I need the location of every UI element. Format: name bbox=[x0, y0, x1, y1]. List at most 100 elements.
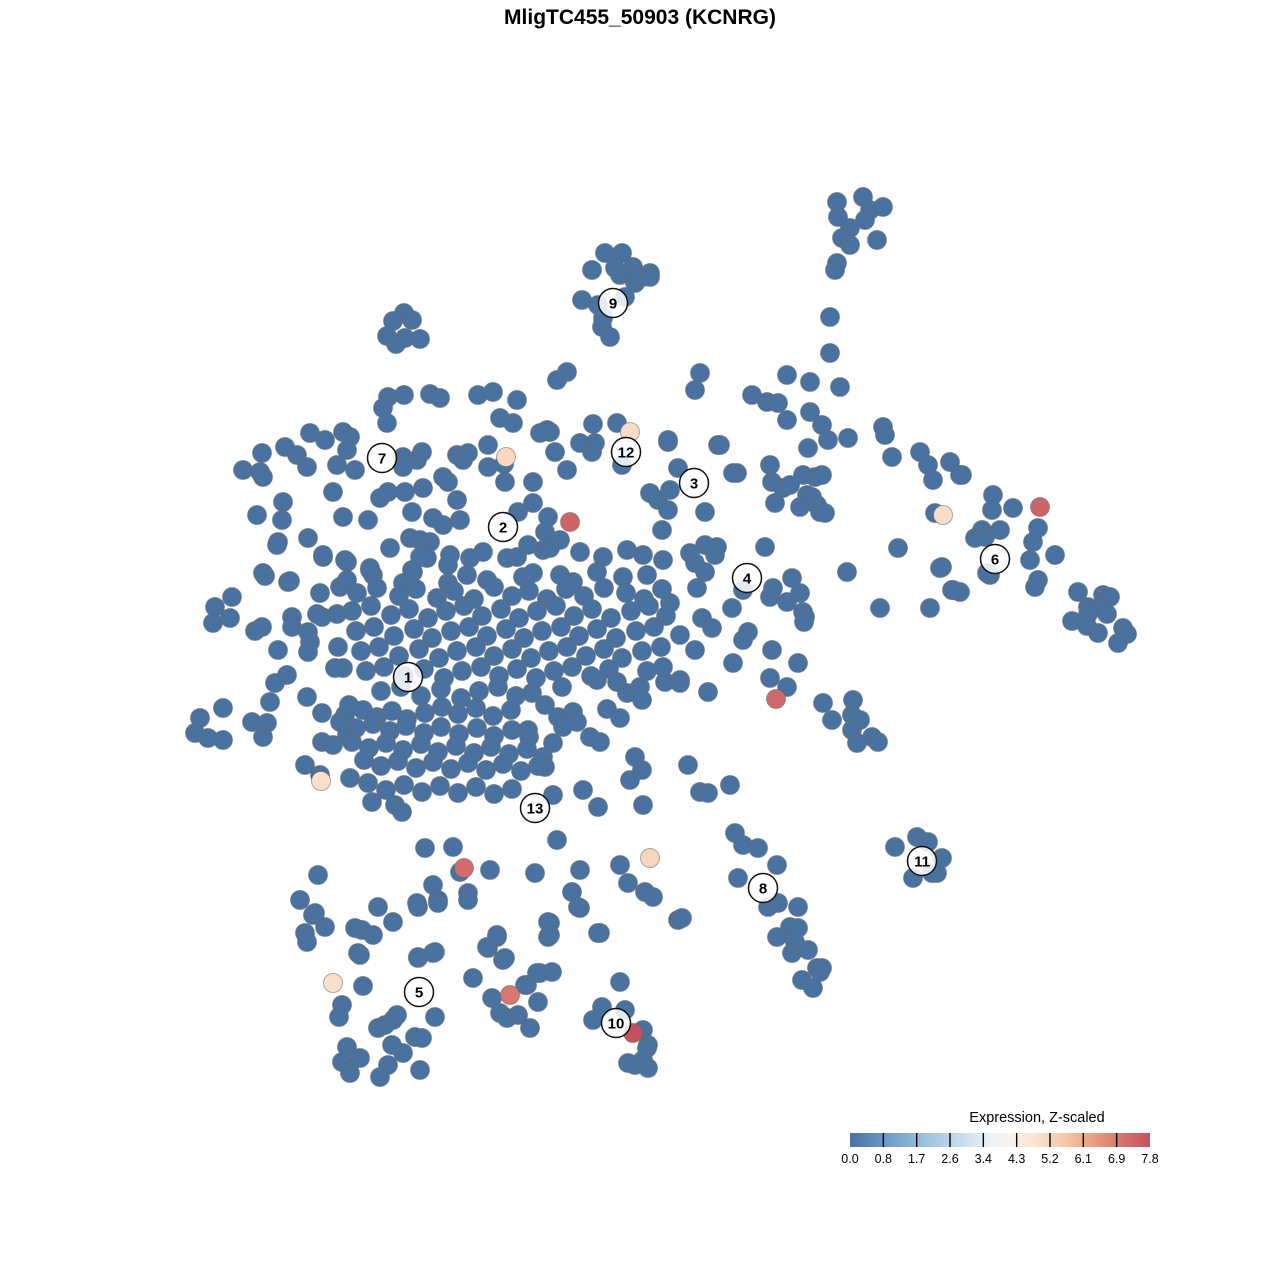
data-point bbox=[525, 863, 545, 883]
cluster-label-text: 9 bbox=[609, 295, 617, 312]
data-point bbox=[626, 621, 646, 641]
data-point bbox=[272, 510, 292, 530]
data-point bbox=[788, 653, 808, 673]
data-point bbox=[448, 704, 468, 724]
data-point bbox=[813, 693, 833, 713]
data-point bbox=[342, 732, 362, 752]
data-point bbox=[255, 566, 275, 586]
data-point bbox=[560, 512, 580, 532]
data-point bbox=[652, 520, 672, 540]
data-point bbox=[363, 714, 383, 734]
data-point bbox=[356, 661, 376, 681]
data-point bbox=[325, 658, 345, 678]
data-point bbox=[501, 700, 521, 720]
data-point bbox=[503, 413, 523, 433]
data-point bbox=[415, 703, 435, 723]
data-point bbox=[361, 596, 381, 616]
data-point bbox=[412, 782, 432, 802]
data-point bbox=[1045, 545, 1065, 565]
data-point bbox=[412, 1028, 432, 1048]
data-point bbox=[268, 640, 288, 660]
data-point bbox=[394, 385, 414, 405]
data-point bbox=[358, 510, 378, 530]
legend-tick-label: 6.9 bbox=[1108, 1152, 1125, 1166]
plot-title: MligTC455_50903 (KCNRG) bbox=[504, 6, 776, 29]
data-point bbox=[590, 732, 610, 752]
cluster-label-text: 5 bbox=[415, 984, 423, 1001]
legend-tick-label: 0.8 bbox=[875, 1152, 892, 1166]
data-point bbox=[640, 267, 660, 287]
data-point bbox=[523, 472, 543, 492]
data-point bbox=[328, 637, 348, 657]
data-point bbox=[528, 756, 548, 776]
data-point bbox=[760, 668, 780, 688]
legend-tick-label: 6.1 bbox=[1075, 1152, 1092, 1166]
data-point bbox=[447, 490, 467, 510]
data-point bbox=[418, 608, 438, 628]
data-point bbox=[547, 830, 567, 850]
data-point bbox=[413, 478, 433, 498]
data-point bbox=[323, 482, 343, 502]
data-point bbox=[422, 628, 442, 648]
data-point bbox=[311, 771, 331, 791]
data-point bbox=[990, 520, 1010, 540]
cluster-label-text: 8 bbox=[759, 880, 767, 897]
data-point bbox=[583, 1010, 603, 1030]
data-point bbox=[519, 581, 539, 601]
data-point bbox=[409, 639, 429, 659]
data-point bbox=[653, 657, 673, 677]
data-point bbox=[495, 472, 515, 492]
data-point bbox=[790, 583, 810, 603]
data-point bbox=[412, 442, 432, 462]
data-point bbox=[467, 718, 487, 738]
data-point bbox=[466, 698, 486, 718]
data-point bbox=[491, 599, 511, 619]
data-point bbox=[213, 698, 233, 718]
data-point bbox=[458, 890, 478, 910]
data-point bbox=[463, 968, 483, 988]
data-point bbox=[733, 630, 753, 650]
data-point bbox=[213, 730, 233, 750]
data-point bbox=[557, 637, 577, 657]
data-point bbox=[582, 260, 602, 280]
data-point bbox=[496, 447, 516, 467]
data-point bbox=[425, 942, 445, 962]
data-point bbox=[273, 492, 293, 512]
data-point bbox=[564, 606, 584, 626]
data-point bbox=[1003, 498, 1023, 518]
points-layer bbox=[185, 187, 1137, 1087]
data-point bbox=[723, 463, 743, 483]
data-point bbox=[870, 598, 890, 618]
data-point bbox=[640, 848, 660, 868]
data-point bbox=[500, 985, 520, 1005]
data-point bbox=[822, 710, 842, 730]
data-point bbox=[570, 542, 590, 562]
data-point bbox=[552, 677, 572, 697]
data-point bbox=[1068, 582, 1088, 602]
data-point bbox=[930, 558, 950, 578]
data-point bbox=[495, 948, 515, 968]
data-point bbox=[441, 759, 461, 779]
data-point bbox=[678, 755, 698, 775]
data-point bbox=[471, 657, 491, 677]
data-point bbox=[323, 973, 343, 993]
data-point bbox=[466, 637, 486, 657]
legend-colorbar bbox=[850, 1133, 1150, 1147]
data-point bbox=[484, 784, 504, 804]
data-point bbox=[610, 708, 630, 728]
data-point bbox=[587, 619, 607, 639]
data-point bbox=[867, 230, 887, 250]
data-point bbox=[428, 893, 448, 913]
data-point bbox=[371, 756, 391, 776]
data-point bbox=[601, 608, 621, 628]
data-point bbox=[297, 457, 317, 477]
data-point bbox=[767, 855, 787, 875]
data-point bbox=[483, 706, 503, 726]
data-point bbox=[459, 617, 479, 637]
data-point bbox=[298, 642, 318, 662]
data-point bbox=[643, 887, 663, 907]
data-point bbox=[695, 502, 715, 522]
data-point bbox=[950, 465, 970, 485]
data-point bbox=[395, 482, 415, 502]
data-point bbox=[551, 617, 571, 637]
